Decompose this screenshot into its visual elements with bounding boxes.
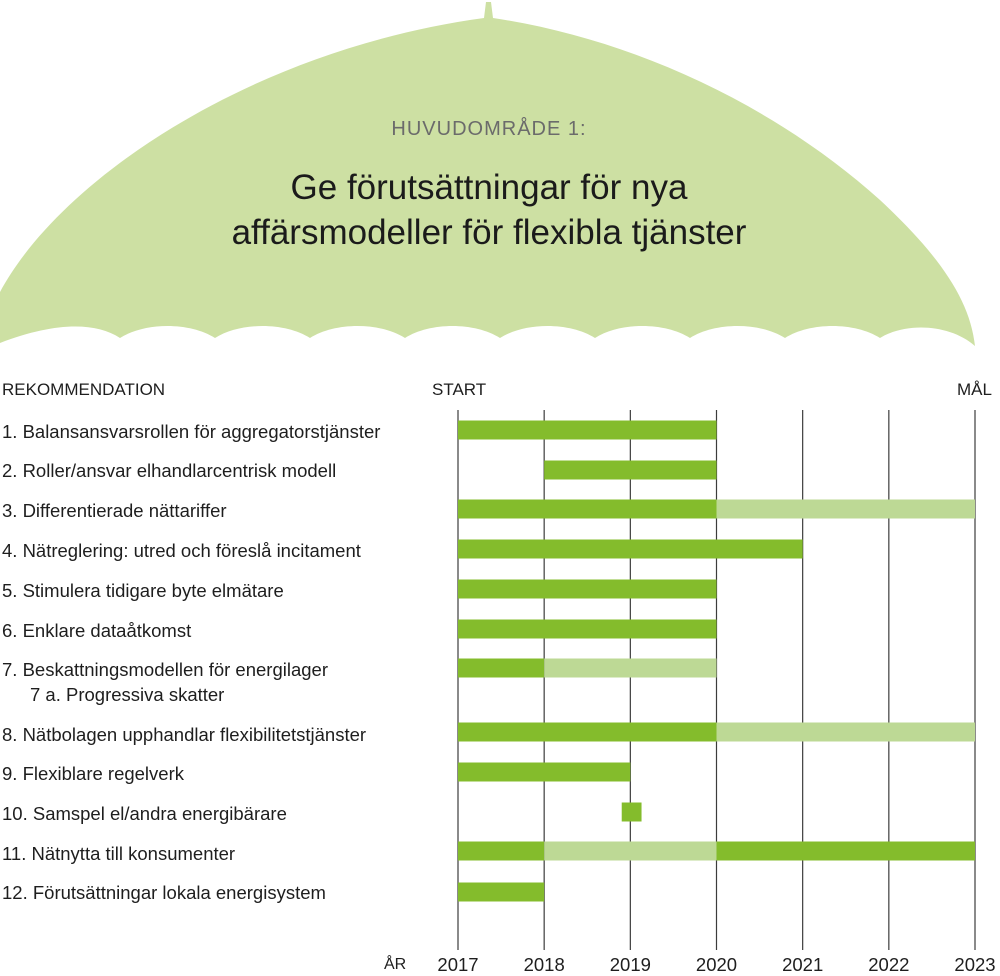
recommendation-label-6: 6. Enklare dataåtkomst — [2, 620, 192, 641]
recommendation-sublabel-7a: 7 a. Progressiva skatter — [30, 684, 225, 705]
bar-row-10-segment-1 — [621, 802, 642, 822]
recommendation-label-3: 3. Differentierade nättariffer — [2, 500, 227, 521]
recommendation-label-7: 7. Beskattningsmodellen för energilager — [2, 659, 328, 680]
recommendation-label-9: 9. Flexiblare regelverk — [2, 763, 184, 784]
bar-row-2-segment-1 — [544, 460, 717, 480]
tick-label-2023: 2023 — [954, 954, 996, 975]
tick-label-2022: 2022 — [868, 954, 910, 975]
tick-label-2021: 2021 — [782, 954, 824, 975]
tick-label-2020: 2020 — [695, 954, 738, 975]
recommendation-label-4: 4. Nätreglering: utred och föreslå incit… — [2, 540, 361, 561]
bar-row-7-segment-2 — [544, 658, 717, 678]
tick-label-2017: 2017 — [437, 954, 479, 975]
column-header-recommendation: REKOMMENDATION — [2, 380, 166, 399]
tick-label-2018: 2018 — [523, 954, 565, 975]
bar-row-11-segment-2 — [544, 841, 717, 861]
recommendation-label-11: 11. Nätnytta till konsumenter — [2, 843, 236, 864]
bar-row-5-segment-1 — [458, 579, 717, 599]
recommendation-label-5: 5. Stimulera tidigare byte elmätare — [2, 580, 284, 601]
bar-row-1-segment-1 — [458, 420, 717, 440]
start-label: START — [432, 380, 487, 399]
goal-label: MÅL — [957, 380, 992, 399]
bar-row-3-segment-2 — [716, 499, 975, 519]
bar-row-8-segment-2 — [716, 722, 975, 742]
recommendation-label-12: 12. Förutsättningar lokala energisystem — [2, 882, 326, 903]
axis-label-year: ÅR — [384, 956, 407, 973]
bar-row-4-segment-1 — [458, 539, 803, 559]
tick-label-2019: 2019 — [609, 954, 651, 975]
bar-row-11-segment-3 — [716, 841, 975, 861]
section-subtitle: HUVUDOMRÅDE 1: — [391, 118, 587, 140]
bar-row-3-segment-1 — [458, 499, 717, 519]
bar-row-11-segment-1 — [458, 841, 545, 861]
section-title-line-1: Ge förutsättningar för nya — [290, 168, 688, 207]
recommendation-label-8: 8. Nätbolagen upphandlar flexibilitetstj… — [2, 724, 367, 745]
recommendation-label-10: 10. Samspel el/andra energibärare — [2, 803, 287, 824]
bar-row-7-segment-1 — [458, 658, 545, 678]
bar-row-8-segment-1 — [458, 722, 717, 742]
bar-row-9-segment-1 — [458, 762, 631, 782]
bar-row-12-segment-1 — [458, 882, 545, 902]
recommendation-label-1: 1. Balansansvarsrollen för aggregatorstj… — [2, 421, 381, 442]
bar-row-6-segment-1 — [458, 619, 717, 639]
umbrella-shape — [0, 2, 975, 346]
recommendation-label-2: 2. Roller/ansvar elhandlarcentrisk model… — [2, 460, 337, 481]
section-title-line-2: affärsmodeller för flexibla tjänster — [231, 213, 747, 252]
